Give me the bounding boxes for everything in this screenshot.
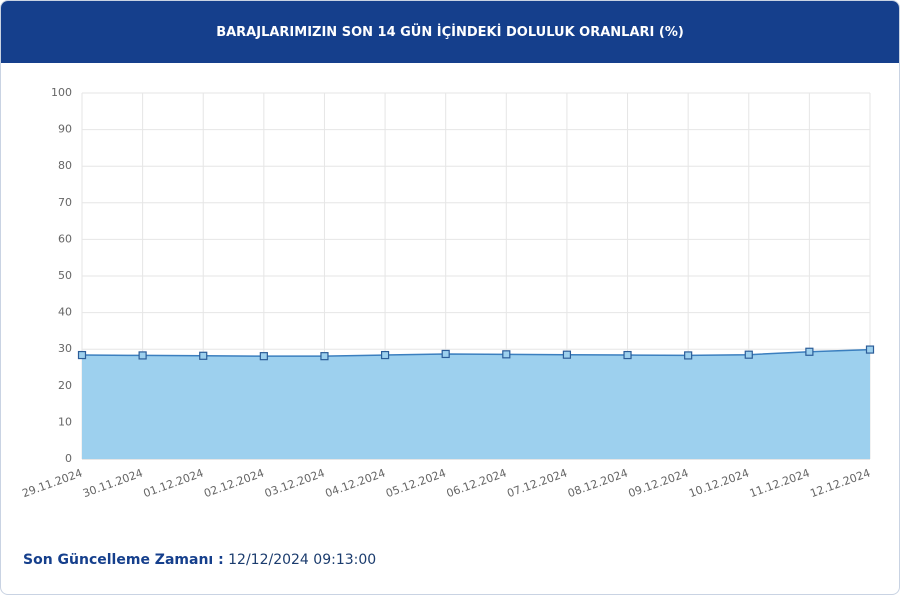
marker <box>380 350 390 360</box>
marker <box>562 350 572 359</box>
marker <box>199 351 208 360</box>
x-tick-label: 03.12.2024 <box>263 466 327 500</box>
marker <box>320 352 329 361</box>
y-tick-label: 50 <box>58 269 72 282</box>
y-tick-label: 30 <box>58 342 72 355</box>
footer: Son Güncelleme Zamanı : 12/12/2024 09:13… <box>23 552 376 568</box>
x-tick-label: 07.12.2024 <box>505 466 569 500</box>
x-tick-label: 11.12.2024 <box>748 466 812 500</box>
marker <box>502 350 511 359</box>
x-tick-label: 10.12.2024 <box>687 466 751 500</box>
x-tick-label: 05.12.2024 <box>384 466 448 500</box>
y-tick-label: 70 <box>58 196 72 209</box>
y-tick-label: 80 <box>58 159 72 172</box>
x-tick-label: 06.12.2024 <box>445 466 509 500</box>
footer-label: Son Güncelleme Zamanı : <box>23 552 224 568</box>
marker <box>684 351 693 360</box>
y-tick-label: 60 <box>58 232 72 245</box>
x-tick-label: 08.12.2024 <box>566 466 630 500</box>
marker <box>441 349 450 359</box>
marker <box>744 350 753 359</box>
marker <box>138 351 147 360</box>
x-tick-label: 30.11.2024 <box>81 466 145 500</box>
x-tick-label: 02.12.2024 <box>202 466 266 500</box>
chart-title: BARAJLARIMIZIN SON 14 GÜN İÇİNDEKİ DOLUL… <box>1 1 899 63</box>
x-tick-label: 01.12.2024 <box>142 466 206 500</box>
footer-value: 12/12/2024 09:13:00 <box>228 552 377 568</box>
y-tick-label: 10 <box>58 415 72 428</box>
marker <box>623 350 632 360</box>
y-tick-label: 20 <box>58 379 72 392</box>
line <box>81 348 871 357</box>
marker <box>805 347 814 356</box>
marker <box>259 352 268 361</box>
y-tick-label: 40 <box>58 306 72 319</box>
chart: 0 10 20 30 40 50 60 70 80 90 100 29.11.202430.11.20… <box>20 86 875 500</box>
marker <box>77 350 87 360</box>
x-tick-label: 04.12.2024 <box>323 466 387 500</box>
y-tick-label: 100 <box>51 86 72 99</box>
area <box>82 349 870 459</box>
y-tick-label: 0 <box>65 452 72 465</box>
x-tick-label: 12.12.2024 <box>808 466 872 500</box>
marker <box>865 345 875 354</box>
x-tick-label: 09.12.2024 <box>627 466 691 500</box>
y-tick-label: 90 <box>58 123 72 136</box>
x-tick-label: 29.11.2024 <box>20 466 84 500</box>
